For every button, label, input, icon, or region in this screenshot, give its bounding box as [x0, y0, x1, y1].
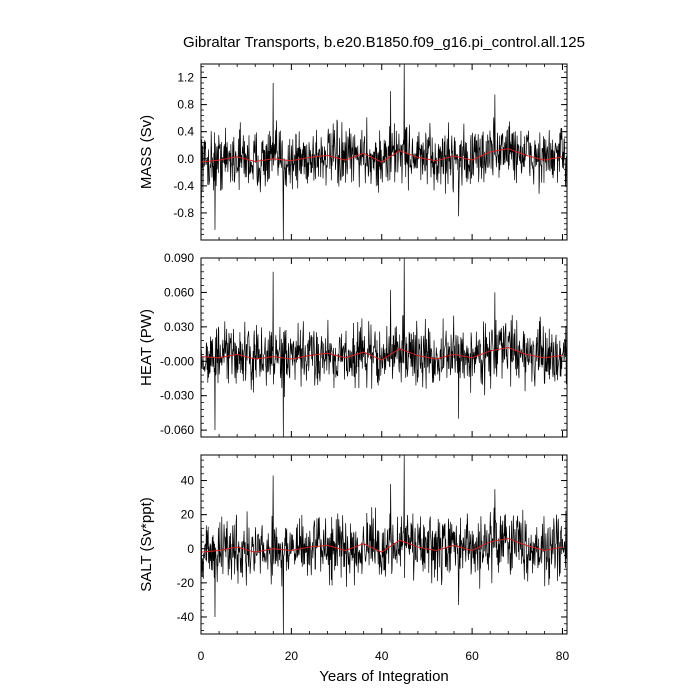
y-tick-label: 40	[181, 474, 195, 488]
x-tick-label: 20	[285, 649, 299, 663]
y-axis-title: HEAT (PW)	[138, 309, 155, 386]
y-tick-label: -0.030	[160, 389, 194, 403]
y-tick-label: -40	[177, 610, 195, 624]
y-tick-label: 0.4	[177, 125, 194, 139]
y-tick-label: 0.030	[164, 320, 194, 334]
raw-series-line	[200, 63, 568, 241]
x-tick-label: 0	[198, 649, 205, 663]
panel-2: -0.060 -0.030 -0.000 0.030 0.060 0.090 HEAT (P…	[138, 251, 568, 438]
chart-title: Gibraltar Transports, b.e20.B1850.f09_g1…	[183, 34, 585, 51]
panels-group: -0.8 -0.4 0.0 0.4 0.8 1.2 MASS (Sv) -0.060 -0.03…	[138, 63, 570, 663]
y-tick-label: 0.090	[164, 251, 194, 265]
y-tick-label: 1.2	[177, 71, 194, 85]
x-tick-label: 60	[465, 649, 479, 663]
y-tick-label: 0.060	[164, 285, 194, 299]
y-tick-label: 0.8	[177, 98, 194, 112]
y-tick-label: -20	[177, 576, 195, 590]
panel-1: -0.8 -0.4 0.0 0.4 0.8 1.2 MASS (Sv)	[138, 63, 568, 241]
y-tick-label: 0	[187, 542, 194, 556]
smoothed-series-line	[200, 346, 563, 361]
y-tick-label: 0.0	[177, 152, 194, 166]
plot-frame	[200, 63, 568, 241]
x-axis-title: Years of Integration	[319, 668, 449, 685]
raw-series-line	[200, 454, 568, 635]
smoothed-series-line	[200, 538, 563, 553]
y-tick-label: -0.8	[173, 206, 194, 220]
y-axis-title: MASS (Sv)	[138, 115, 155, 189]
x-tick-label: 80	[556, 649, 570, 663]
smoothed-series-line	[200, 148, 563, 163]
y-tick-label: 20	[181, 508, 195, 522]
panel-3: -40 -20 0 20 40 SALT (Sv*ppt) 0 20 40 60 80	[138, 454, 570, 663]
x-tick-label: 40	[375, 649, 389, 663]
y-tick-label: -0.4	[173, 179, 194, 193]
y-tick-label: -0.000	[160, 354, 194, 368]
plot-frame	[200, 454, 568, 635]
raw-series-line	[200, 257, 568, 438]
y-tick-label: -0.060	[160, 423, 194, 437]
y-axis-title: SALT (Sv*ppt)	[138, 497, 155, 591]
